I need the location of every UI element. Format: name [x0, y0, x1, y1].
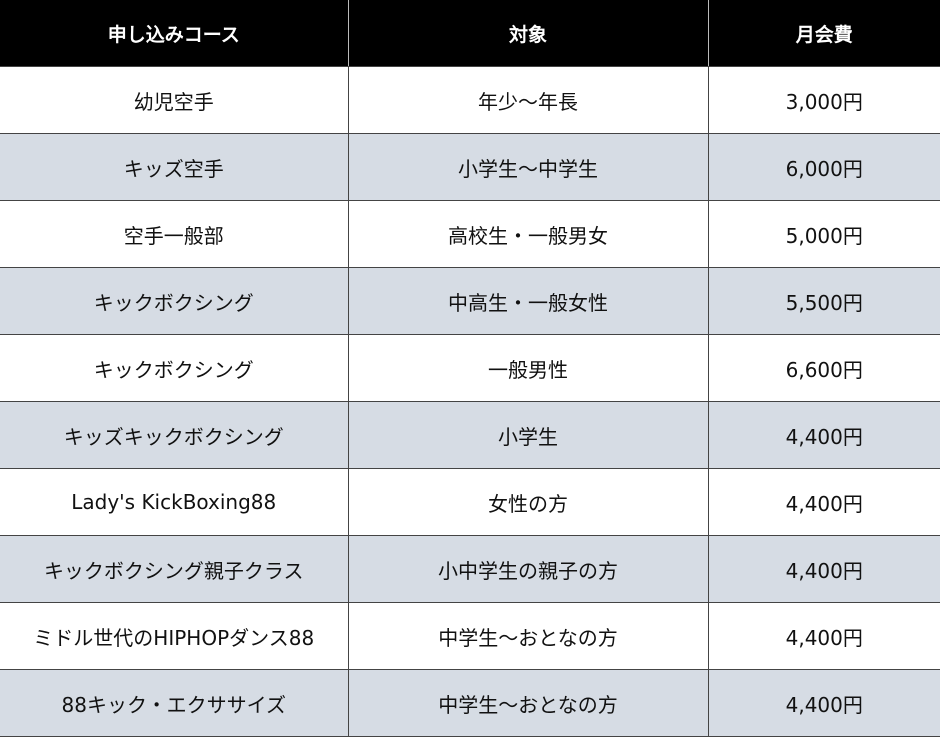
fee-cell: 4,400円: [707, 468, 940, 536]
table-row: 88キック・エクササイズ 中学生～おとなの方 4,400円: [0, 669, 940, 737]
header-row: 申し込みコース 対象 月会費: [0, 0, 940, 67]
header-fee: 月会費: [707, 0, 940, 67]
target-cell: 中高生・一般女性: [347, 267, 709, 335]
target-cell: 中学生～おとなの方: [347, 669, 709, 737]
course-cell: ミドル世代のHIPHOPダンス88: [0, 602, 349, 670]
target-cell: 小学生～中学生: [347, 133, 709, 201]
header-target: 対象: [347, 0, 708, 67]
target-cell: 年少～年長: [347, 66, 709, 134]
table-row: キッズキックボクシング 小学生 4,400円: [0, 401, 940, 469]
fee-cell: 5,500円: [707, 267, 940, 335]
table-row: 空手一般部 高校生・一般男女 5,000円: [0, 200, 940, 268]
course-cell: Lady's KickBoxing88: [0, 468, 349, 536]
fee-cell: 3,000円: [707, 66, 940, 134]
course-cell: キッズ空手: [0, 133, 349, 201]
course-cell: キッズキックボクシング: [0, 401, 349, 469]
course-cell: 88キック・エクササイズ: [0, 669, 349, 737]
table-row: 幼児空手 年少～年長 3,000円: [0, 66, 940, 134]
table-row: ミドル世代のHIPHOPダンス88 中学生～おとなの方 4,400円: [0, 602, 940, 670]
table-row: キッズ空手 小学生～中学生 6,000円: [0, 133, 940, 201]
course-cell: キックボクシング: [0, 267, 349, 335]
table-row: Lady's KickBoxing88 女性の方 4,400円: [0, 468, 940, 536]
table-row: キックボクシング 一般男性 6,600円: [0, 334, 940, 402]
target-cell: 小学生: [347, 401, 709, 469]
course-cell: キックボクシング: [0, 334, 349, 402]
table-row: キックボクシング 中高生・一般女性 5,500円: [0, 267, 940, 335]
fee-cell: 5,000円: [707, 200, 940, 268]
target-cell: 小中学生の親子の方: [347, 535, 709, 603]
fee-cell: 4,400円: [707, 602, 940, 670]
target-cell: 高校生・一般男女: [347, 200, 709, 268]
fee-cell: 6,000円: [707, 133, 940, 201]
target-cell: 一般男性: [347, 334, 709, 402]
target-cell: 中学生～おとなの方: [347, 602, 709, 670]
fee-cell: 6,600円: [707, 334, 940, 402]
target-cell: 女性の方: [347, 468, 709, 536]
course-cell: 幼児空手: [0, 66, 349, 134]
course-cell: キックボクシング親子クラス: [0, 535, 349, 603]
header-course: 申し込みコース: [0, 0, 348, 67]
fee-cell: 4,400円: [707, 401, 940, 469]
table-row: キックボクシング親子クラス 小中学生の親子の方 4,400円: [0, 535, 940, 603]
fee-cell: 4,400円: [707, 669, 940, 737]
fee-cell: 4,400円: [707, 535, 940, 603]
course-cell: 空手一般部: [0, 200, 349, 268]
